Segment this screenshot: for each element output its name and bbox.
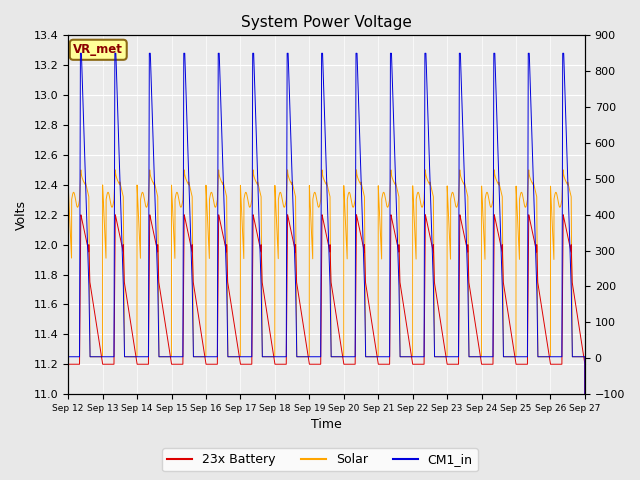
Y-axis label: Volts: Volts [15,200,28,230]
Text: VR_met: VR_met [74,43,123,56]
Title: System Power Voltage: System Power Voltage [241,15,412,30]
Legend: 23x Battery, Solar, CM1_in: 23x Battery, Solar, CM1_in [163,448,477,471]
X-axis label: Time: Time [311,419,342,432]
